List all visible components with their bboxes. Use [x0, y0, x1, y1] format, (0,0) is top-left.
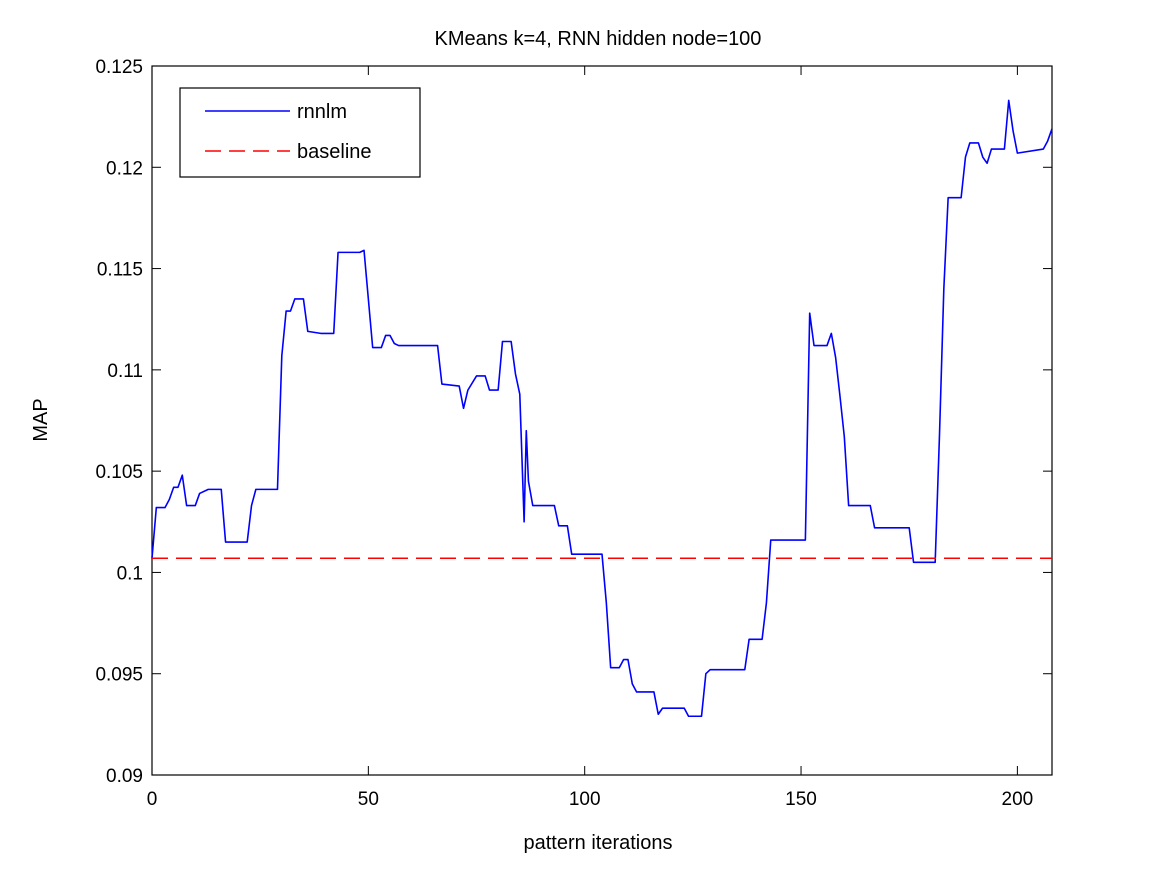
y-tick-label: 0.105	[95, 462, 143, 483]
y-axis-label: MAP	[30, 398, 52, 441]
x-tick-label: 0	[147, 789, 158, 810]
series-layer	[151, 99, 1053, 718]
y-tick-label: 0.12	[106, 158, 143, 179]
x-tick-label: 50	[358, 789, 379, 810]
y-tick-label: 0.115	[97, 260, 143, 281]
x-tick-label: 150	[785, 789, 817, 810]
series-line-rnnlm	[151, 99, 1053, 718]
legend: rnnlm baseline	[179, 87, 421, 178]
plot-frame	[151, 65, 1053, 776]
y-tick-label: 0.11	[107, 361, 143, 382]
x-tick-label: 200	[1002, 789, 1034, 810]
y-tick-label: 0.095	[95, 665, 143, 686]
x-tick-label: 100	[569, 789, 601, 810]
x-axis-label: pattern iterations	[524, 832, 673, 854]
y-tick-label: 0.1	[117, 563, 143, 584]
legend-label-baseline: baseline	[297, 141, 372, 163]
legend-label-rnnlm: rnnlm	[297, 101, 347, 123]
y-tick-label: 0.09	[106, 766, 143, 787]
plot-area: 0 50 100 150 200 0.09 0.095 0.1 0.105 0.11 0.115 0.…	[95, 57, 1053, 810]
legend-box	[179, 87, 421, 178]
y-tick-label: 0.125	[95, 57, 143, 78]
chart-title: KMeans k=4, RNN hidden node=100	[435, 28, 762, 50]
ticks-layer: 0 50 100 150 200 0.09 0.095 0.1 0.105 0.11 0.115 0.…	[95, 57, 1052, 810]
